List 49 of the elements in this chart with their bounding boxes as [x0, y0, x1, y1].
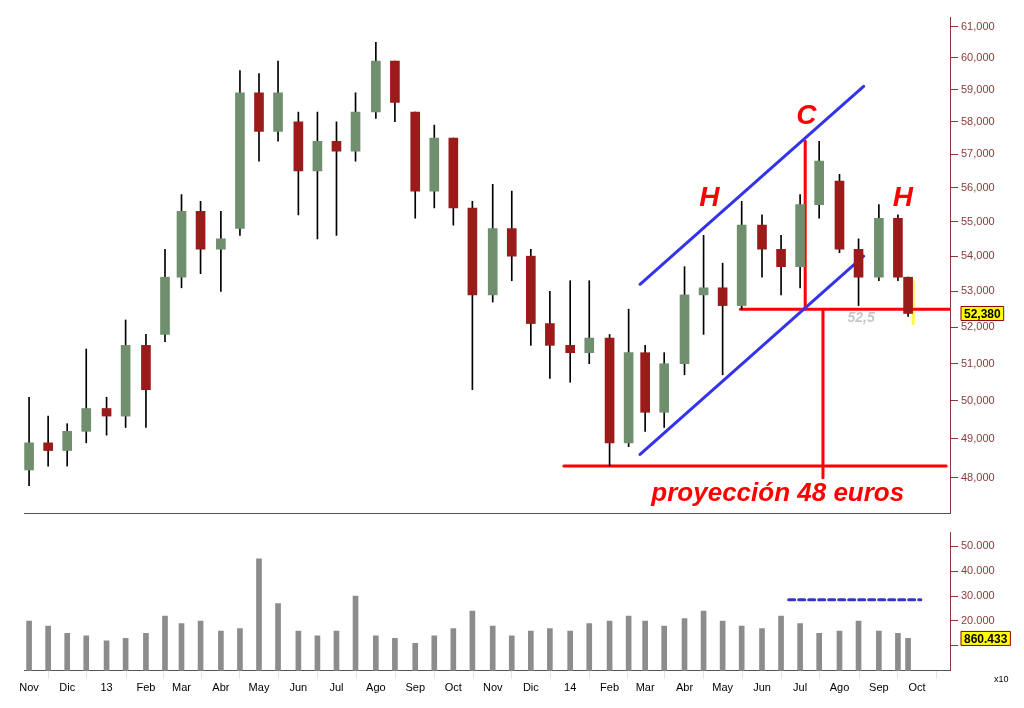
annotation: H	[699, 181, 721, 213]
x-tick-label: Ago	[829, 681, 850, 694]
annotation: proyección 48 euros	[650, 477, 905, 508]
y-tick-label: 48,000	[961, 470, 995, 483]
y-tick-label: 61,000	[961, 19, 995, 32]
x-tick-label: Mar	[635, 681, 655, 694]
x-tick-label: Nov	[19, 681, 40, 694]
y-tick-label: 55,000	[961, 214, 995, 227]
y-tick-label: 20.000	[961, 614, 995, 627]
x-tick-label: Ago	[366, 681, 386, 694]
annotation: H	[892, 181, 914, 213]
y-tick-label: 54,000	[961, 249, 995, 262]
x-tick-label: 13	[100, 681, 113, 694]
x-tick-label: Jun	[289, 681, 308, 694]
y-tick-label: 49,000	[961, 432, 995, 445]
y-tick-label: 57,000	[961, 147, 995, 160]
x-tick-label: Feb	[600, 681, 620, 694]
x-tick-label: Jul	[793, 681, 808, 694]
y-tick-label: 58,000	[961, 114, 995, 127]
y-tick-label: 56,000	[961, 180, 995, 193]
x-tick-label: Sep	[869, 681, 889, 694]
x-tick-label: Dic	[59, 681, 76, 694]
x-tick-label: Dic	[522, 681, 540, 694]
y-tick-label: 50.000	[961, 539, 995, 552]
y-tick-label: 50,000	[961, 394, 995, 407]
x-tick-label: Oct	[444, 681, 462, 694]
x-tick-label: 14	[564, 681, 577, 694]
text: 860.433	[964, 631, 1008, 646]
x-tick-label: Abr	[675, 681, 694, 694]
y-axis-title: x10	[994, 673, 1009, 684]
y-tick-label: 52,000	[961, 320, 995, 333]
text: 52,380	[964, 306, 1002, 321]
x-tick-label: May	[712, 681, 734, 694]
y-tick-label: 30.000	[961, 589, 995, 602]
x-tick-label: Jun	[753, 681, 771, 694]
x-tick-label: Oct	[908, 681, 926, 694]
annotation: C	[796, 99, 818, 131]
y-tick-label: 40.000	[961, 564, 995, 577]
y-tick-label: 59,000	[961, 82, 995, 95]
x-tick-label: Feb	[136, 681, 156, 694]
y-tick-label: 60,000	[961, 50, 995, 63]
y-tick-label: 53,000	[961, 284, 995, 297]
x-tick-label: Abr	[212, 681, 230, 694]
x-tick-label: Nov	[482, 681, 503, 694]
x-tick-label: May	[248, 681, 270, 694]
x-tick-label: Sep	[405, 681, 426, 694]
x-tick-label: Jul	[329, 681, 344, 694]
x-tick-label: Mar	[172, 681, 192, 694]
y-tick-label: 51,000	[961, 356, 995, 369]
